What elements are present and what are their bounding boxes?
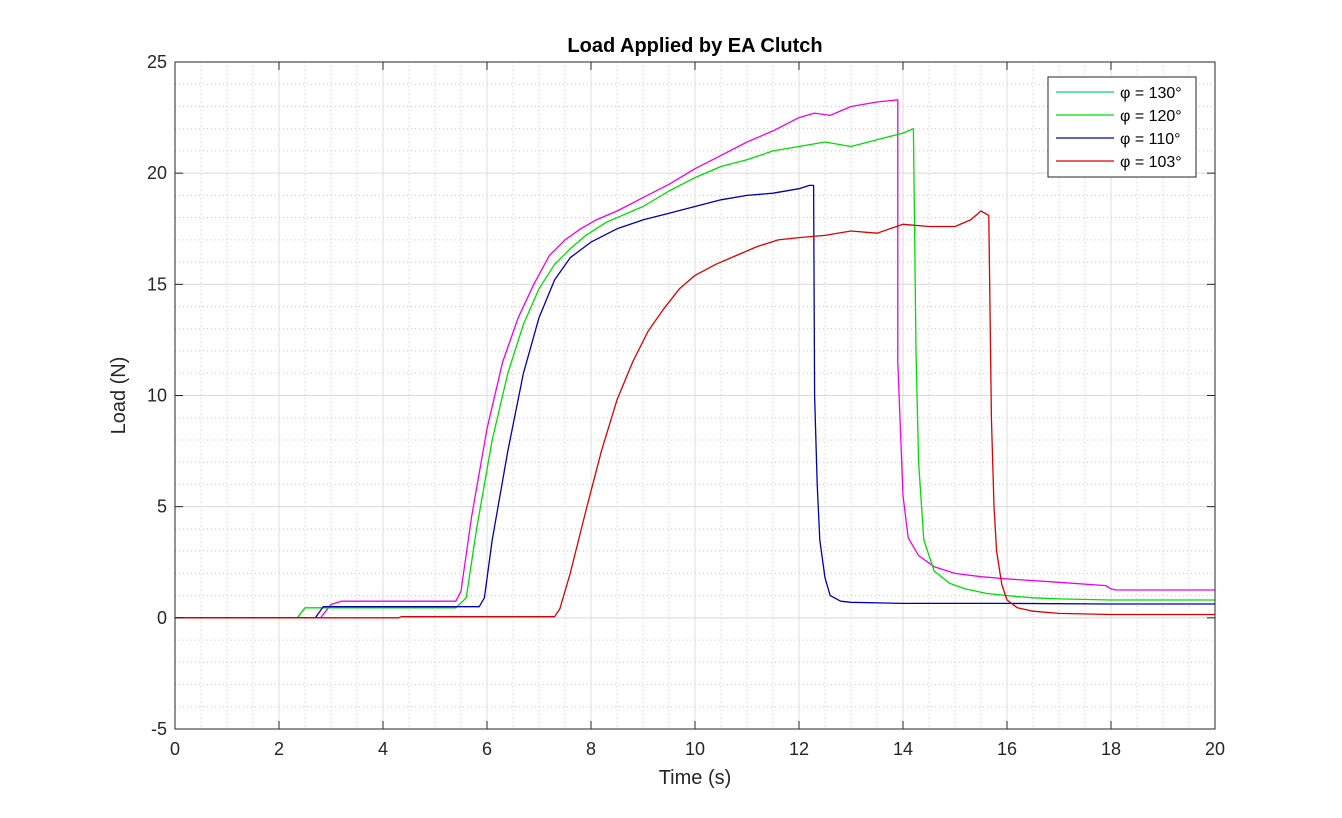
y-tick-label: 15 xyxy=(147,274,167,294)
y-tick-label: 20 xyxy=(147,163,167,183)
legend-entry-label: φ = 130° xyxy=(1120,85,1182,102)
y-tick-label: 25 xyxy=(147,52,167,72)
x-tick-label: 4 xyxy=(378,739,388,759)
x-tick-label: 8 xyxy=(586,739,596,759)
x-tick-label: 12 xyxy=(789,739,809,759)
x-axis-label: Time (s) xyxy=(659,767,732,789)
y-tick-label: 0 xyxy=(157,608,167,628)
legend: φ = 130° φ = 120° φ = 110° φ = 103° xyxy=(1047,76,1197,178)
legend-entry-label: φ = 110° xyxy=(1120,131,1181,148)
x-tick-label: 18 xyxy=(1101,739,1121,759)
x-tick-label: 16 xyxy=(997,739,1017,759)
legend-entry-label: φ = 120° xyxy=(1120,108,1182,125)
series-line-4 xyxy=(175,210,1215,619)
x-tick-label: 10 xyxy=(685,739,705,759)
y-axis-label: Load (N) xyxy=(108,357,130,435)
x-tick-label: 14 xyxy=(893,739,913,759)
x-tick-label: 0 xyxy=(170,739,180,759)
series-line-1 xyxy=(175,99,1215,619)
legend-box xyxy=(1047,76,1197,178)
x-tick-label: 2 xyxy=(274,739,284,759)
y-tick-label: 10 xyxy=(147,386,167,406)
legend-entry-label: φ = 103° xyxy=(1120,154,1182,171)
series-line-3 xyxy=(175,184,1215,619)
y-tick-label: 5 xyxy=(157,497,167,517)
y-tick-label: -5 xyxy=(151,719,167,739)
x-tick-label: 6 xyxy=(482,739,492,759)
series-line-2 xyxy=(175,128,1215,619)
series-layer xyxy=(175,99,1215,619)
chart-title: Load Applied by EA Clutch xyxy=(567,35,822,57)
x-tick-label: 20 xyxy=(1205,739,1225,759)
